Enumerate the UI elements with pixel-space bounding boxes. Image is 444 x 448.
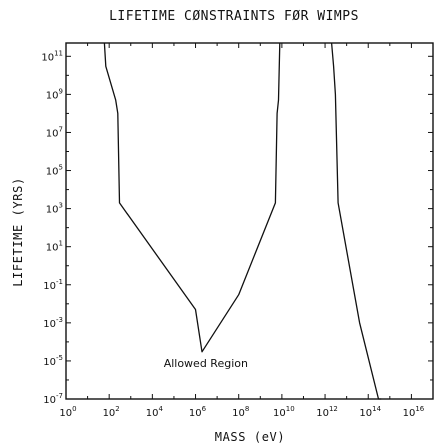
chart-title: LIFETIME CØNSTRAINTS FØR WIMPS [109,9,359,24]
x-tick-label: 106 [189,405,207,419]
y-tick-label: 1011 [41,49,63,63]
annotation-group: Allowed Region [164,357,248,370]
y-tick-label: 10-3 [43,316,63,330]
x-tick-label: 1014 [359,405,381,419]
series-line-2 [330,42,382,400]
x-tick-label: 1012 [316,405,338,419]
annotation-allowed-region: Allowed Region [164,357,248,370]
y-axis: 1011 109 107 105 103 101 10-1 10-3 10-5 10-7 [41,49,433,406]
x-tick-label: 104 [146,405,164,419]
x-axis: 100 102 104 106 108 1010 1012 1014 1016 [59,43,434,419]
y-tick-label: 10-1 [43,278,63,292]
x-axis-label: MASS (eV) [215,430,285,444]
y-tick-label: 101 [46,240,63,254]
x-tick-label: 108 [232,405,249,419]
curve-group [103,42,382,400]
y-tick-label: 109 [46,87,63,101]
y-tick-label: 103 [46,202,63,216]
y-tick-label: 10-5 [43,354,63,368]
x-tick-label: 1016 [403,405,425,419]
y-tick-label: 107 [46,125,63,139]
series-line-1 [103,42,281,353]
y-tick-label: 105 [46,164,63,178]
plot-frame [65,42,434,400]
x-tick-label: 1010 [273,405,295,419]
x-tick-label: 100 [59,405,76,419]
y-axis-label: LIFETIME (YRS) [11,177,25,287]
y-tick-label: 10-7 [43,392,63,406]
x-tick-label: 102 [103,405,120,419]
